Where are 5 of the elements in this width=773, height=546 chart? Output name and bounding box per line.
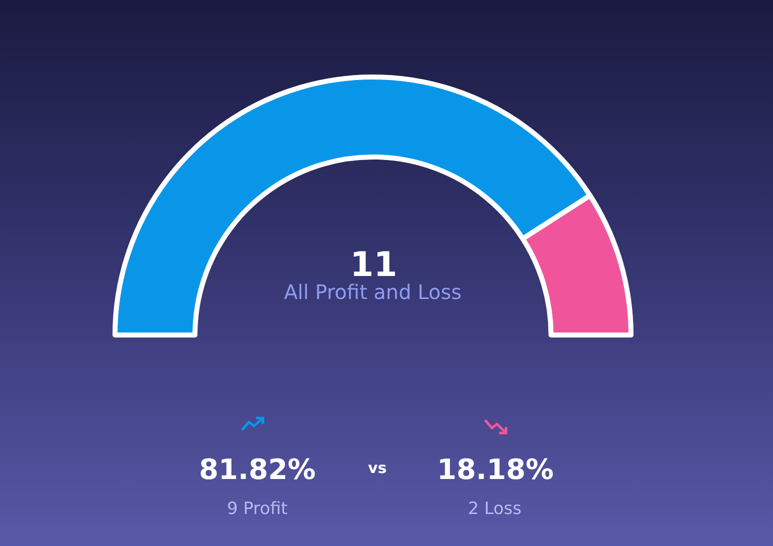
text: 81.82% bbox=[199, 453, 316, 486]
text: 9 Profit bbox=[227, 499, 288, 519]
text: vs bbox=[368, 459, 387, 477]
text: 2 Loss bbox=[468, 499, 522, 519]
text: 18.18% bbox=[437, 453, 554, 486]
